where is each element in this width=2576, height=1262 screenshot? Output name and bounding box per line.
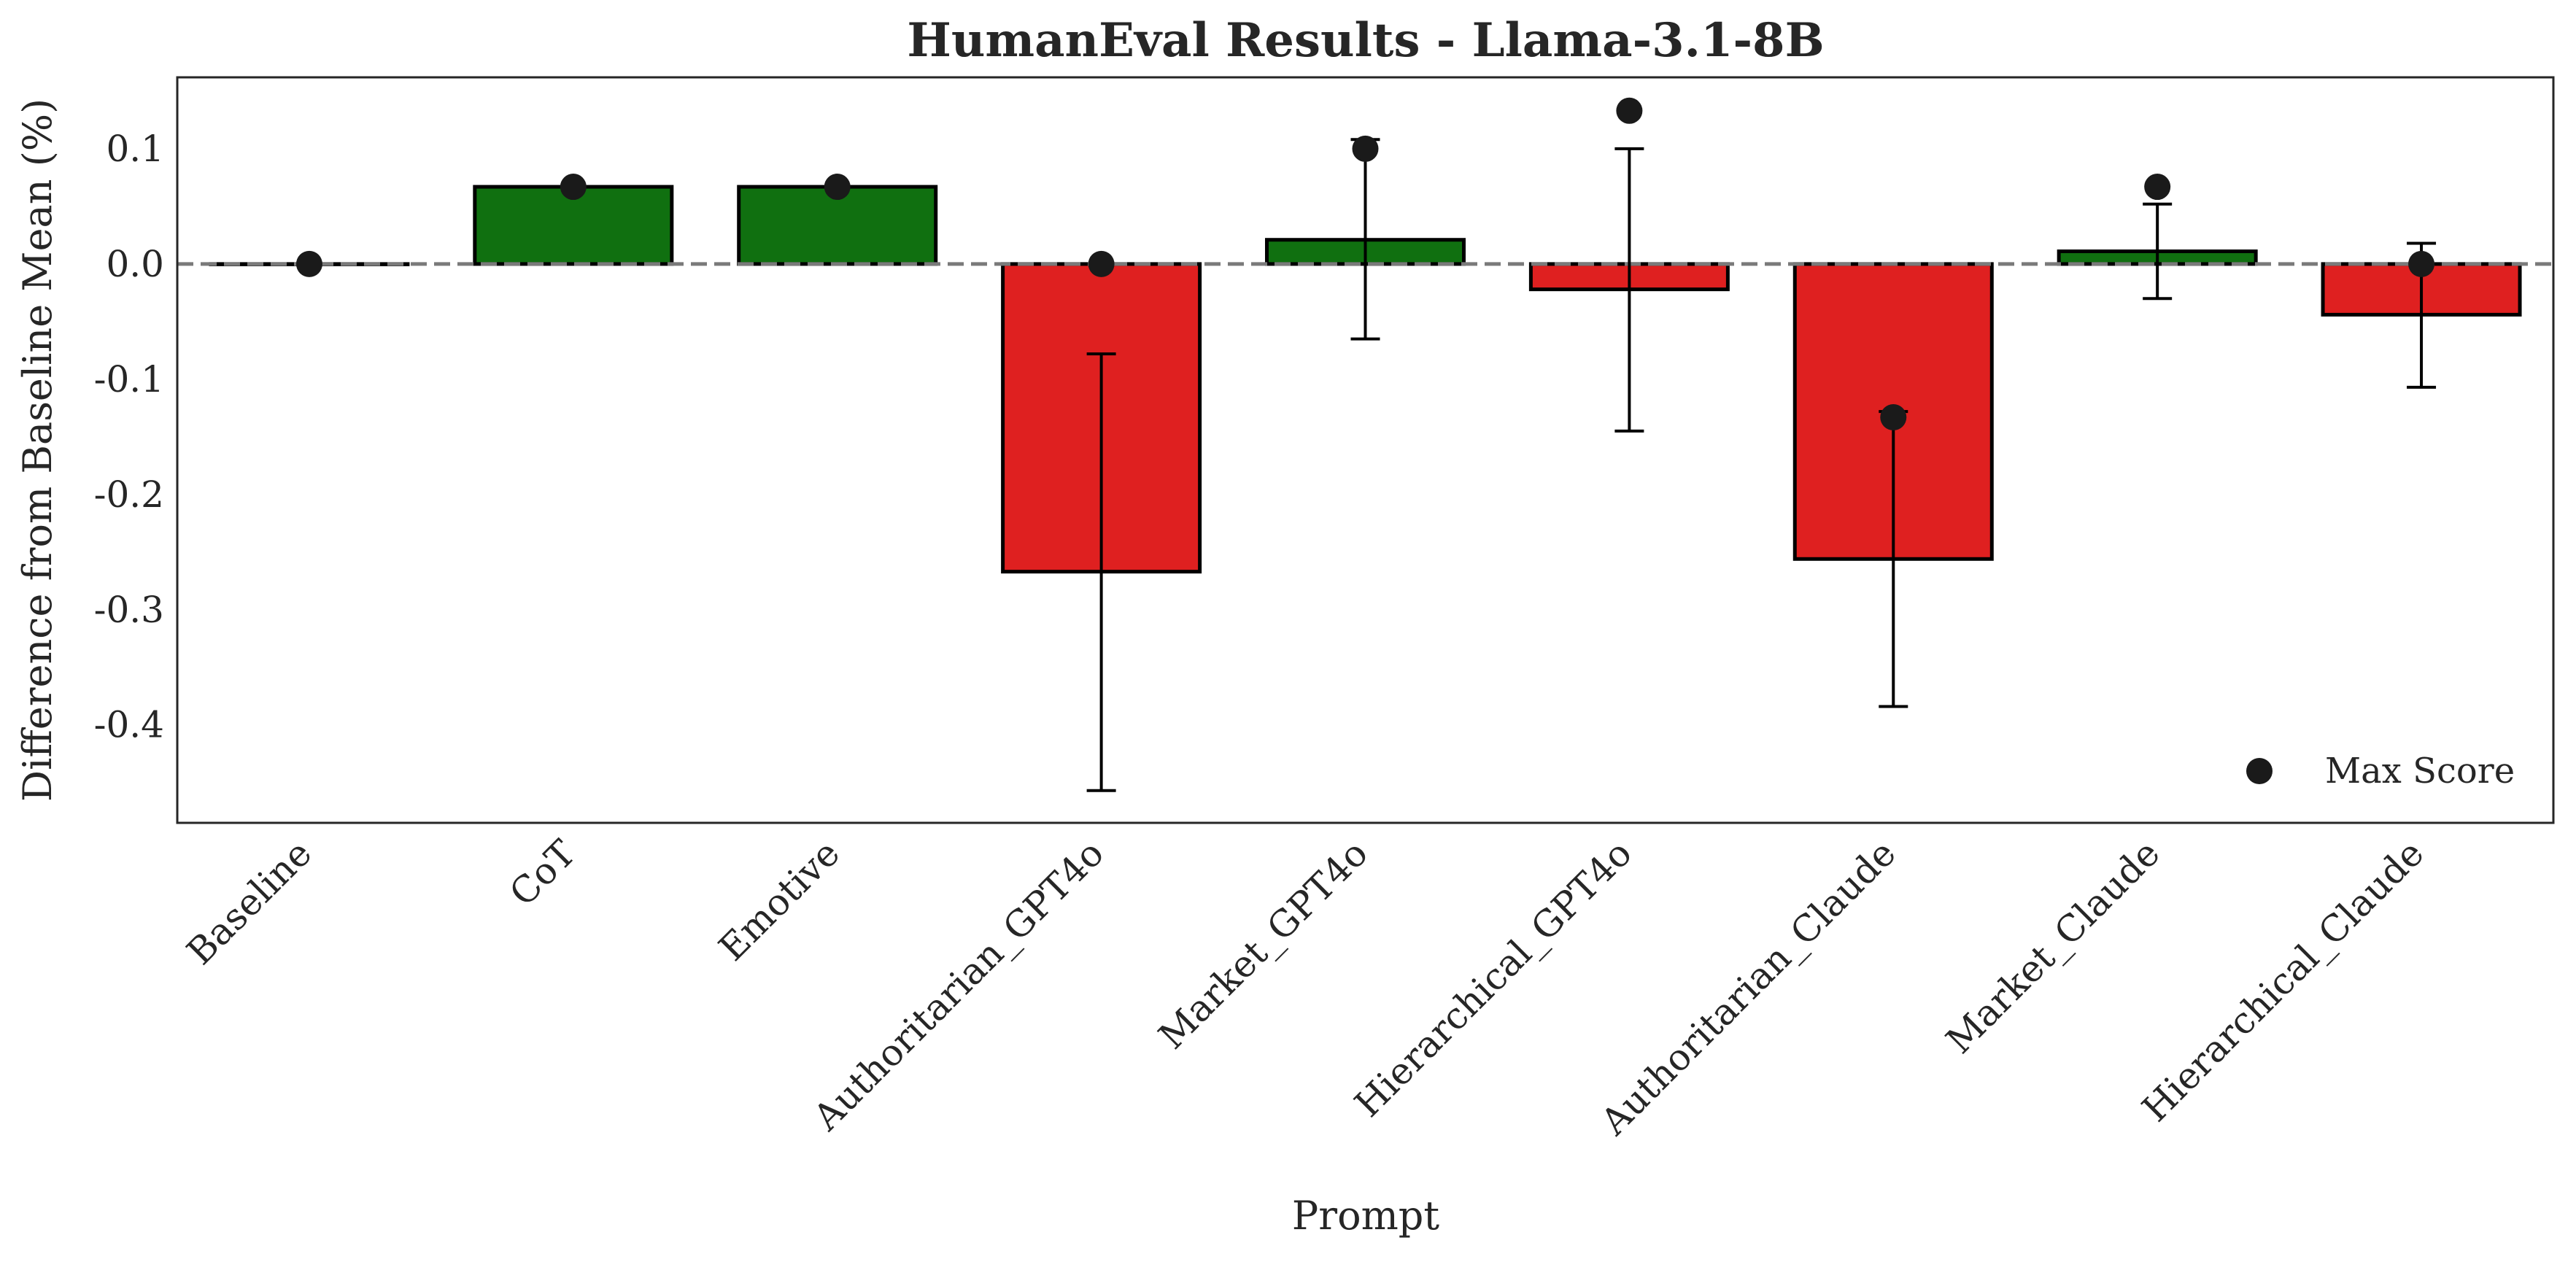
y-tick-label: -0.2	[94, 473, 164, 516]
x-tick-label: Market_GPT4o	[1150, 832, 1376, 1057]
max-score-marker	[295, 250, 322, 277]
max-score-marker	[1352, 135, 1379, 162]
x-tick-label: Hierarchical_Claude	[2134, 832, 2432, 1129]
max-score-marker	[1616, 97, 1643, 124]
plot-frame	[176, 76, 2555, 824]
x-tick-label: CoT	[501, 832, 584, 914]
max-score-marker	[1880, 403, 1907, 430]
x-tick-label: Authoritarian_GPT4o	[805, 832, 1112, 1139]
max-score-marker	[1088, 250, 1115, 277]
chart-title: HumanEval Results - Llama-3.1-8B	[907, 13, 1824, 68]
max-score-marker	[2408, 250, 2435, 277]
y-axis-label: Difference from Baseline Mean (%)	[15, 98, 61, 802]
max-score-marker	[560, 174, 587, 201]
y-tick-label: -0.4	[94, 704, 164, 746]
y-tick-label: -0.1	[94, 358, 164, 400]
y-tick-label: -0.3	[94, 589, 164, 631]
y-axis-ticks: 0.1 0.0 -0.1 -0.2 -0.3 -0.4	[94, 128, 164, 746]
y-tick-label: 0.1	[106, 128, 164, 170]
x-tick-label: Market_Claude	[1938, 832, 2167, 1061]
error-bar	[2143, 202, 2173, 301]
x-axis-label: Prompt	[1292, 1193, 1439, 1239]
max-score-markers-layer	[295, 97, 2435, 430]
legend-label: Max Score	[2325, 751, 2515, 791]
error-bar	[1086, 352, 1116, 792]
error-bars-layer	[1086, 138, 2437, 792]
legend-marker-icon	[2246, 758, 2273, 784]
y-tick-label: 0.0	[106, 243, 164, 285]
x-tick-label: Baseline	[179, 832, 320, 972]
x-tick-label: Emotive	[711, 832, 848, 969]
legend: Max Score	[2246, 751, 2515, 791]
x-tick-label: Hierarchical_GPT4o	[1347, 832, 1640, 1125]
x-tick-label: Authoritarian_Claude	[1592, 832, 1903, 1143]
error-bar	[1614, 147, 1644, 433]
max-score-marker	[824, 174, 851, 201]
max-score-marker	[2144, 174, 2171, 201]
